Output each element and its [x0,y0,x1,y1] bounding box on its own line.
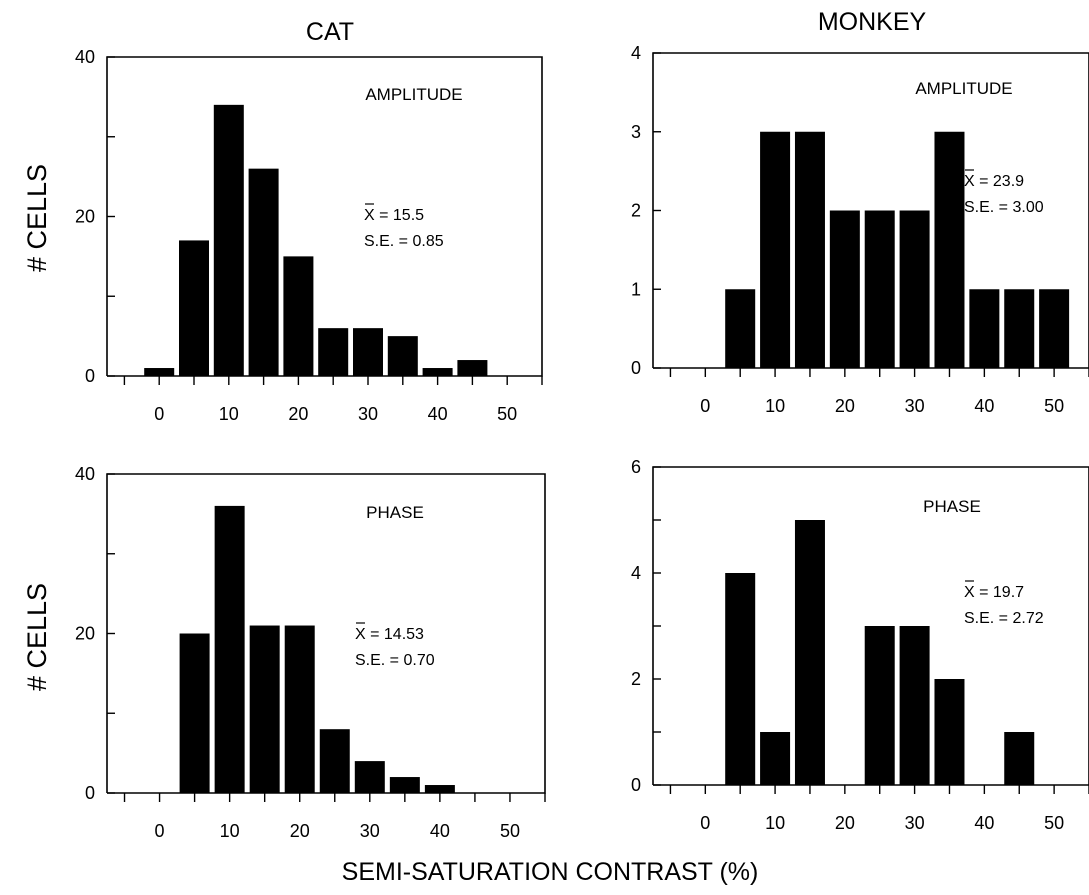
histogram-bar [725,573,756,785]
x-tick-label: 40 [430,821,450,841]
x-tick-label: 10 [220,821,240,841]
se-label: S.E. = 2.72 [964,610,1044,627]
mean-label: X = 15.5 [364,207,424,224]
x-tick-label: 20 [835,813,855,833]
histogram-bar [248,168,279,376]
x-tick-label: 0 [154,404,164,424]
histogram-bar [1039,289,1070,368]
panel-cat-amplitude: 0 20 40 0 10 20 30 40 50 AMPLITUDE X = 15.5 S.E. = … [75,47,543,424]
histogram-bar [319,729,350,793]
x-tick-label: 50 [500,821,520,841]
histogram-bar [899,626,930,785]
histogram-bar [318,328,349,376]
histogram-bar [353,328,383,376]
x-tick-label: 0 [155,821,165,841]
x-tick-label: 50 [497,404,517,424]
histogram-bar [864,210,895,368]
mean-label: X = 19.7 [964,584,1024,601]
x-tick-label: 40 [974,396,994,416]
se-label: S.E. = 0.85 [364,233,444,250]
x-tick-label: 10 [765,813,785,833]
panel-cat-phase: 0 20 40 0 10 20 30 40 50 PHASE X = 14.53 S.E. = 0.7… [75,464,546,841]
y-tick-label: 0 [631,358,641,378]
panel-monkey-phase: 0 2 4 6 0 10 20 30 40 50 PHASE X = 19.7 S.E. = 2.72 [631,457,1089,833]
y-tick-label: 2 [631,669,641,689]
x-tick-label: 50 [1044,813,1064,833]
y-axis-label-bottom: # CELLS [22,583,52,691]
y-tick-label: 4 [631,563,641,583]
histogram-bar [794,520,825,785]
y-tick-label: 4 [631,43,641,63]
histogram-bar [422,368,453,376]
histogram-bar [457,360,488,376]
histogram-bar [725,289,756,368]
histogram-bar [899,210,930,368]
histogram-bar [179,240,209,376]
histogram-bar [249,625,280,793]
histogram-bar [1004,289,1035,368]
x-tick-label: 30 [905,396,925,416]
mean-label: X = 23.9 [964,173,1024,190]
x-axis-label: SEMI-SATURATION CONTRAST (%) [342,858,759,886]
column-title-monkey: MONKEY [818,8,927,36]
y-tick-label: 0 [631,775,641,795]
histogram-bar [387,336,418,376]
histogram-bar [213,104,244,376]
histogram-bar [179,633,210,793]
y-tick-label: 3 [631,122,641,142]
panel-annotation: PHASE [366,503,424,522]
y-tick-label: 0 [85,366,95,386]
panel-annotation: AMPLITUDE [365,85,462,104]
y-tick-label: 1 [631,279,641,299]
y-tick-label: 20 [75,624,95,644]
histogram-bar [284,625,315,793]
x-tick-label: 50 [1044,396,1064,416]
x-tick-label: 0 [700,813,710,833]
histogram-bar [934,679,965,785]
x-tick-label: 40 [974,813,994,833]
histogram-bar [934,131,965,368]
y-tick-label: 40 [75,47,95,67]
x-tick-label: 40 [428,404,448,424]
histogram-bar [283,256,314,376]
x-tick-label: 30 [358,404,378,424]
y-tick-label: 2 [631,201,641,221]
x-tick-label: 30 [360,821,380,841]
histogram-bar [760,732,791,785]
panel-annotation: AMPLITUDE [915,79,1012,98]
histogram-bar [144,368,175,376]
histogram-bar [389,777,420,793]
panel-annotation: PHASE [923,497,981,516]
column-title-cat: CAT [306,18,354,46]
histogram-bar [794,131,825,368]
x-tick-label: 10 [219,404,239,424]
histogram-bar [424,785,455,793]
x-tick-label: 20 [288,404,308,424]
histogram-bar [214,505,245,793]
histogram-bar [829,210,860,368]
y-tick-label: 6 [631,457,641,477]
x-tick-label: 0 [700,396,710,416]
histogram-bar [864,626,895,785]
histogram-bar [969,289,1000,368]
y-axis-label-top: # CELLS [22,164,52,272]
y-tick-label: 40 [75,464,95,484]
histogram-bar [1004,732,1035,785]
x-tick-label: 20 [835,396,855,416]
x-tick-label: 20 [290,821,310,841]
x-tick-label: 10 [765,396,785,416]
se-label: S.E. = 3.00 [964,199,1044,216]
histogram-bar [760,131,791,368]
y-tick-label: 0 [85,783,95,803]
histogram-bar [354,761,385,793]
x-tick-label: 30 [905,813,925,833]
y-tick-label: 20 [75,207,95,227]
se-label: S.E. = 0.70 [355,652,435,669]
mean-label: X = 14.53 [355,626,424,643]
